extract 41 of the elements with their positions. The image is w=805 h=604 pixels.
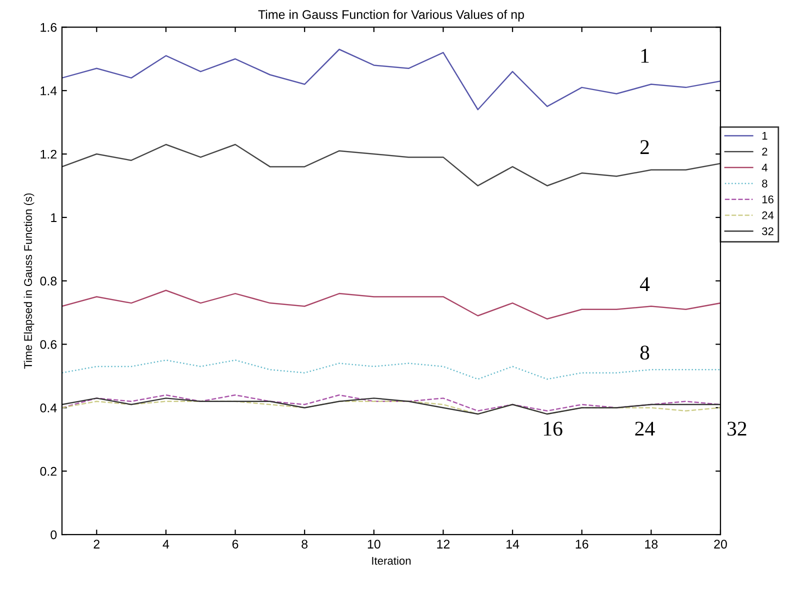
x-tick-label: 10: [368, 540, 380, 549]
legend-label: 4: [762, 164, 768, 172]
x-tick-label: 20: [714, 540, 727, 549]
y-axis-title: Time Elapsed in Gauss Function (s): [24, 193, 34, 369]
y-tick-label: 0.8: [40, 276, 57, 286]
x-tick-label: 6: [232, 540, 238, 549]
annotation: 8: [640, 346, 650, 360]
y-tick-label: 0.6: [40, 340, 57, 349]
x-tick-label: 12: [437, 540, 450, 548]
x-tick-label: 18: [645, 540, 658, 549]
line-series: [62, 360, 720, 380]
legend-label: 1: [762, 132, 768, 140]
y-tick-label: 0.2: [40, 466, 56, 476]
y-tick-label: 0: [50, 530, 57, 540]
y-tick-label: 1.2: [40, 150, 56, 159]
y-tick-label: 0.4: [40, 404, 57, 412]
x-tick-label: 2: [94, 540, 100, 548]
line-series: [62, 394, 720, 412]
annotation: 1: [641, 48, 649, 63]
annotation: 2: [640, 140, 649, 154]
x-tick-label: 4: [162, 540, 170, 548]
legend-label: 24: [762, 211, 774, 220]
text: 32: [728, 422, 746, 436]
legend-label: 16: [762, 195, 774, 204]
legend-label: 32: [762, 227, 774, 236]
chart-title: Time in Gauss Function for Various Values of np: [258, 10, 524, 22]
line-series: [62, 290, 720, 320]
x-tick-label: 16: [576, 540, 588, 549]
y-tick-label: 1.4: [40, 86, 57, 96]
x-axis-title: Iteration: [372, 556, 411, 565]
legend-label: 2: [762, 148, 768, 156]
annotation: 16: [544, 422, 562, 436]
annotation: 4: [640, 277, 650, 291]
legend-label: 8: [762, 180, 768, 188]
y-tick-label: 1.6: [40, 22, 57, 32]
x-tick-label: 14: [506, 540, 520, 548]
annotation: 24: [635, 422, 655, 436]
x-tick-label: 8: [302, 540, 308, 549]
y-tick-label: 1: [51, 213, 57, 222]
line-series: [62, 48, 720, 110]
line-series: [62, 398, 720, 415]
